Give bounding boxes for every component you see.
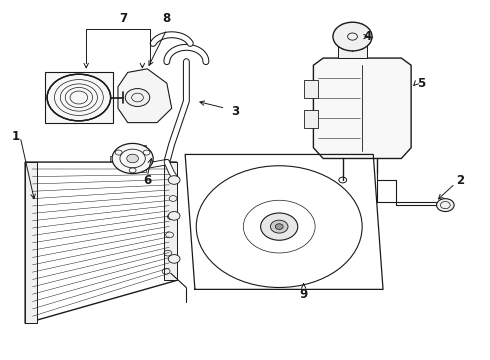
Circle shape bbox=[47, 74, 111, 121]
Text: 6: 6 bbox=[143, 174, 151, 186]
Circle shape bbox=[261, 213, 298, 240]
Polygon shape bbox=[118, 69, 172, 123]
Polygon shape bbox=[314, 58, 411, 158]
Circle shape bbox=[437, 199, 454, 212]
Polygon shape bbox=[25, 162, 37, 323]
Text: 1: 1 bbox=[11, 130, 20, 144]
Circle shape bbox=[333, 22, 372, 51]
Circle shape bbox=[270, 220, 288, 233]
Circle shape bbox=[127, 154, 139, 163]
Text: 4: 4 bbox=[363, 30, 371, 43]
Text: 9: 9 bbox=[299, 288, 308, 301]
Bar bbox=[270, 220, 288, 233]
Text: 3: 3 bbox=[231, 105, 239, 118]
Circle shape bbox=[275, 224, 283, 229]
Polygon shape bbox=[25, 162, 176, 323]
Text: 8: 8 bbox=[163, 12, 171, 25]
Text: 5: 5 bbox=[417, 77, 425, 90]
Circle shape bbox=[125, 89, 150, 107]
Bar bbox=[138, 168, 146, 172]
Circle shape bbox=[168, 255, 180, 263]
Bar bbox=[138, 144, 146, 149]
Text: 2: 2 bbox=[456, 174, 464, 186]
Circle shape bbox=[196, 166, 362, 288]
Circle shape bbox=[168, 176, 180, 184]
Polygon shape bbox=[164, 162, 176, 280]
Bar bbox=[338, 44, 367, 58]
Text: 7: 7 bbox=[119, 12, 127, 25]
Bar bbox=[304, 80, 318, 98]
Circle shape bbox=[112, 143, 153, 174]
Circle shape bbox=[168, 212, 180, 220]
Bar bbox=[304, 111, 318, 129]
Bar bbox=[45, 72, 113, 123]
Bar bbox=[110, 156, 118, 161]
